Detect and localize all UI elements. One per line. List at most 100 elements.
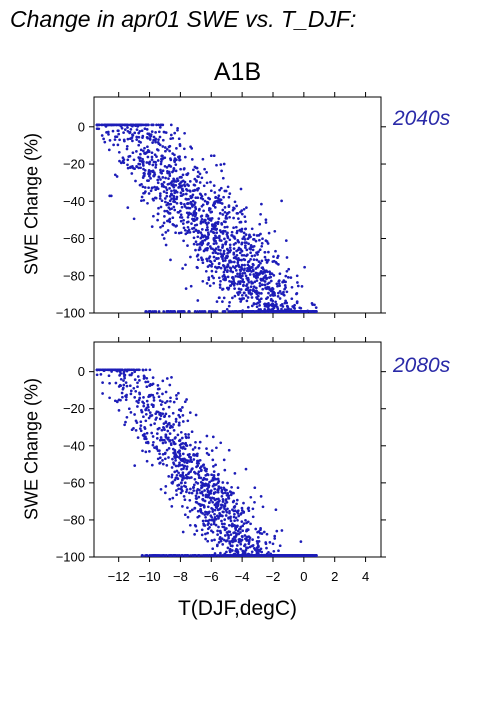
- data-point: [242, 207, 246, 211]
- data-point: [167, 164, 171, 168]
- data-point: [280, 292, 283, 295]
- data-point: [240, 506, 244, 510]
- data-point: [204, 510, 207, 514]
- data-point: [210, 496, 214, 500]
- data-point: [107, 148, 111, 152]
- data-point: [225, 539, 229, 542]
- data-point: [147, 310, 151, 313]
- data-point: [213, 236, 217, 240]
- data-point: [139, 420, 143, 424]
- data-point: [245, 206, 248, 209]
- data-point: [232, 491, 235, 495]
- data-point: [269, 298, 273, 302]
- data-point: [117, 132, 121, 136]
- data-point: [192, 453, 195, 457]
- data-point: [152, 396, 156, 399]
- data-point: [201, 279, 205, 283]
- data-point: [266, 242, 270, 245]
- data-point: [285, 269, 289, 273]
- data-point: [137, 166, 141, 170]
- data-point: [147, 395, 150, 399]
- data-point: [171, 170, 174, 174]
- y-axis-label-2040s: SWE Change (%): [21, 132, 42, 276]
- data-point: [204, 193, 207, 196]
- data-point: [197, 474, 201, 477]
- data-point: [154, 166, 158, 169]
- data-point: [273, 537, 277, 540]
- y-tick-label: −60: [63, 475, 85, 490]
- data-point: [158, 452, 161, 456]
- data-point: [159, 162, 163, 166]
- data-point: [242, 522, 246, 525]
- data-point: [179, 491, 183, 495]
- data-point: [264, 221, 268, 224]
- data-point: [200, 468, 203, 472]
- data-point: [192, 230, 196, 234]
- data-point: [223, 504, 227, 508]
- data-point: [154, 188, 158, 192]
- data-point: [152, 198, 155, 202]
- data-point: [209, 523, 213, 526]
- data-point: [229, 269, 233, 272]
- data-point: [170, 189, 173, 193]
- data-point: [225, 247, 229, 251]
- data-point: [124, 381, 128, 384]
- data-point: [184, 192, 188, 196]
- data-point: [172, 196, 176, 200]
- data-point: [242, 284, 245, 288]
- data-point: [234, 274, 238, 278]
- data-point: [245, 539, 248, 542]
- data-point: [123, 128, 127, 131]
- data-point: [198, 503, 202, 506]
- data-point: [235, 544, 239, 547]
- data-point: [206, 539, 210, 543]
- data-point: [151, 376, 155, 379]
- data-point: [208, 480, 211, 484]
- data-point: [267, 250, 270, 254]
- data-point: [216, 488, 220, 492]
- data-point: [158, 399, 162, 402]
- data-point: [136, 375, 140, 378]
- data-point: [158, 126, 162, 129]
- data-point: [156, 449, 160, 452]
- data-point: [233, 505, 237, 508]
- data-point: [245, 248, 249, 252]
- data-point: [212, 482, 216, 486]
- data-point: [150, 186, 154, 190]
- data-point: [164, 412, 168, 416]
- data-point: [234, 535, 238, 538]
- data-point: [186, 230, 190, 233]
- data-point: [161, 392, 164, 396]
- data-point: [178, 155, 181, 158]
- data-point: [140, 199, 143, 203]
- data-point: [126, 126, 129, 129]
- data-point: [198, 246, 202, 249]
- data-point: [173, 208, 177, 212]
- data-point: [236, 486, 240, 490]
- data-point: [264, 274, 267, 277]
- data-point: [126, 166, 130, 170]
- data-point: [267, 551, 270, 554]
- data-point: [269, 294, 272, 297]
- data-point: [192, 236, 196, 240]
- data-point: [205, 282, 209, 285]
- data-point: [199, 231, 203, 234]
- data-point: [226, 252, 229, 255]
- data-point: [228, 215, 231, 219]
- data-point: [196, 515, 200, 519]
- data-point: [220, 488, 224, 492]
- data-point: [201, 242, 205, 245]
- data-point: [194, 248, 197, 252]
- data-point: [125, 393, 128, 397]
- data-point: [233, 287, 236, 290]
- data-point: [171, 184, 175, 188]
- data-point: [146, 145, 149, 149]
- data-point: [265, 276, 269, 280]
- panel-2040s: 0−20−40−60−80−100: [56, 92, 386, 321]
- data-point: [108, 381, 111, 385]
- data-point: [158, 197, 162, 200]
- data-point: [259, 547, 263, 551]
- data-point: [151, 443, 155, 447]
- data-point: [232, 206, 235, 210]
- data-point: [221, 243, 225, 247]
